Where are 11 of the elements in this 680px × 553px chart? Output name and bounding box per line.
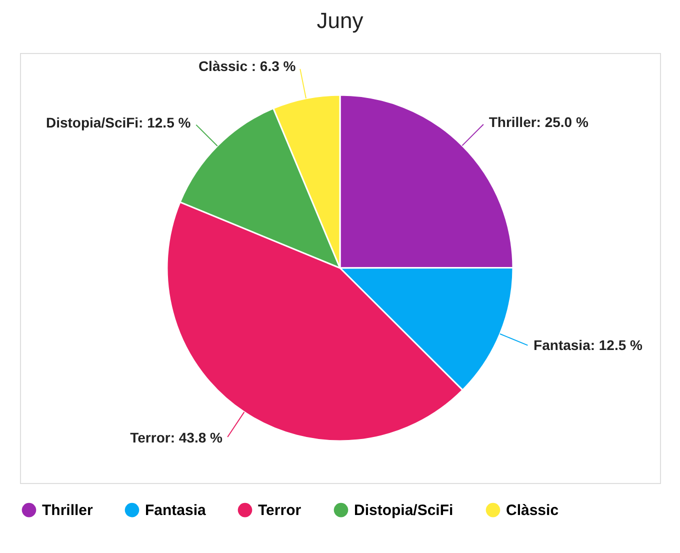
legend-label: Fantasia [145, 502, 207, 520]
legend-label: Terror [258, 502, 302, 520]
legend-label: Clàssic [506, 502, 559, 520]
data-label: Terror: 43.8 % [130, 430, 224, 446]
legend-label: Distopia/SciFi [354, 502, 454, 520]
data-label: Thriller: 25.0 % [488, 114, 589, 130]
data-label: Fantasia: 12.5 % [534, 337, 644, 354]
data-label: Clàssic : 6.3 % [198, 58, 296, 74]
data-label: Distopia/SciFi: 12.5 % [46, 114, 192, 130]
legend-label: Thriller [42, 502, 94, 520]
chart-title: Juny [316, 8, 364, 33]
